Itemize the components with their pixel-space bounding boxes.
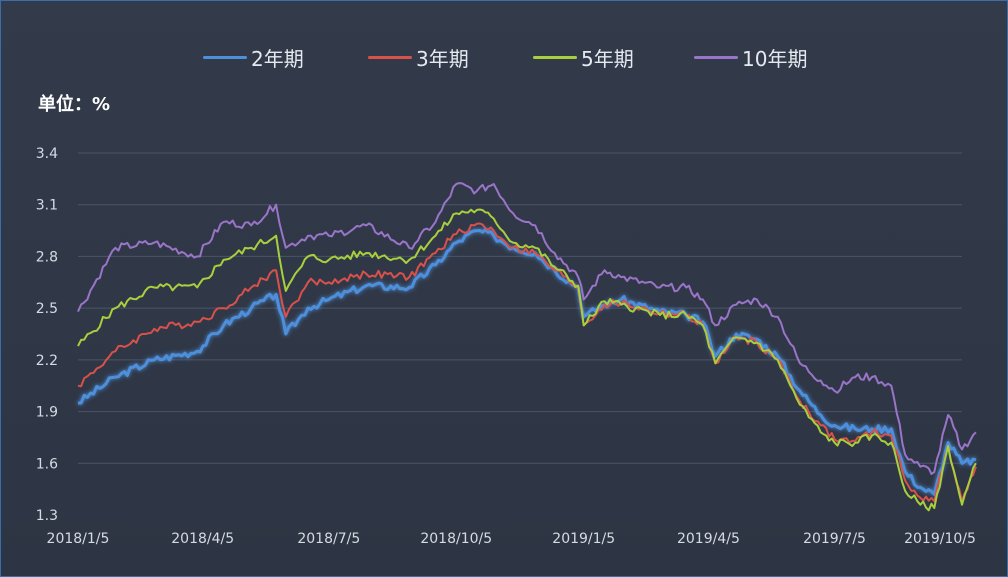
legend-swatch	[533, 55, 577, 59]
y-tick-label: 2.5	[36, 301, 58, 317]
legend-item-4[interactable]: 10年期	[694, 42, 807, 72]
legend-label: 2年期	[251, 46, 304, 71]
x-tick-label: 2019/4/5	[677, 531, 740, 547]
x-tick-label: 2019/7/5	[803, 531, 866, 547]
y-tick-label: 2.2	[36, 353, 58, 369]
legend-label: 3年期	[416, 46, 469, 71]
x-tick-label: 2019/1/5	[552, 531, 615, 547]
legend-item-2[interactable]: 3年期	[368, 42, 469, 72]
legend-swatch	[694, 55, 738, 59]
y-tick-label: 1.3	[36, 508, 58, 524]
legend-item-1[interactable]: 2年期	[203, 42, 304, 72]
y-tick-label: 1.9	[36, 405, 58, 421]
series-line-3	[77, 208, 977, 512]
legend-item-3[interactable]: 5年期	[533, 42, 634, 72]
series-line-1	[78, 228, 977, 496]
legend-swatch	[203, 55, 247, 59]
y-unit-label: 单位：%	[38, 94, 111, 115]
series-line-2	[77, 222, 977, 503]
legend-label: 5年期	[581, 46, 634, 71]
legend-swatch	[368, 55, 412, 59]
y-tick-label: 2.8	[36, 249, 58, 265]
x-tick-label: 2019/10/5	[904, 531, 976, 547]
legend: 2年期 3年期 5年期 10年期	[0, 42, 1008, 72]
y-tick-label: 3.4	[36, 146, 58, 162]
x-tick-label: 2018/10/5	[420, 531, 492, 547]
y-tick-label: 1.6	[36, 456, 58, 472]
y-tick-label: 3.1	[36, 198, 58, 214]
x-tick-label: 2018/7/5	[297, 531, 360, 547]
series-line-4	[77, 182, 977, 475]
legend-label: 10年期	[742, 46, 808, 71]
x-tick-label: 2018/1/5	[47, 531, 110, 547]
x-tick-label: 2018/4/5	[171, 531, 234, 547]
